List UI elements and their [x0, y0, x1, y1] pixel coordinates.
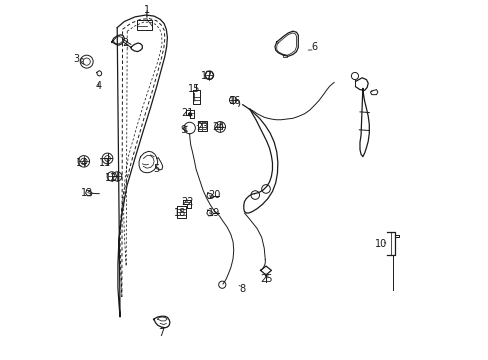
- Text: 25: 25: [259, 274, 272, 284]
- Text: 5: 5: [152, 164, 159, 174]
- Circle shape: [188, 113, 191, 116]
- Text: 6: 6: [311, 42, 317, 52]
- Text: 23: 23: [196, 122, 208, 132]
- Text: 17: 17: [200, 71, 213, 81]
- Text: 9: 9: [180, 125, 186, 135]
- Bar: [137, 20, 152, 30]
- Text: 22: 22: [181, 197, 193, 207]
- Text: 1: 1: [143, 5, 150, 15]
- Text: 2: 2: [122, 38, 128, 48]
- Text: 15: 15: [188, 84, 200, 94]
- Text: 19: 19: [207, 208, 220, 218]
- Text: 3: 3: [74, 54, 80, 64]
- Text: 20: 20: [207, 190, 220, 200]
- Text: 12: 12: [105, 173, 117, 183]
- Text: 8: 8: [239, 284, 245, 294]
- Text: 11: 11: [98, 158, 111, 168]
- Text: 7: 7: [158, 328, 164, 338]
- Text: 16: 16: [229, 96, 241, 106]
- Text: 18: 18: [173, 208, 186, 218]
- Text: 24: 24: [212, 122, 224, 132]
- Text: 10: 10: [375, 239, 387, 249]
- Text: 21: 21: [181, 108, 193, 118]
- Text: 13: 13: [81, 188, 93, 198]
- Text: 4: 4: [95, 81, 102, 91]
- Text: 14: 14: [76, 158, 88, 168]
